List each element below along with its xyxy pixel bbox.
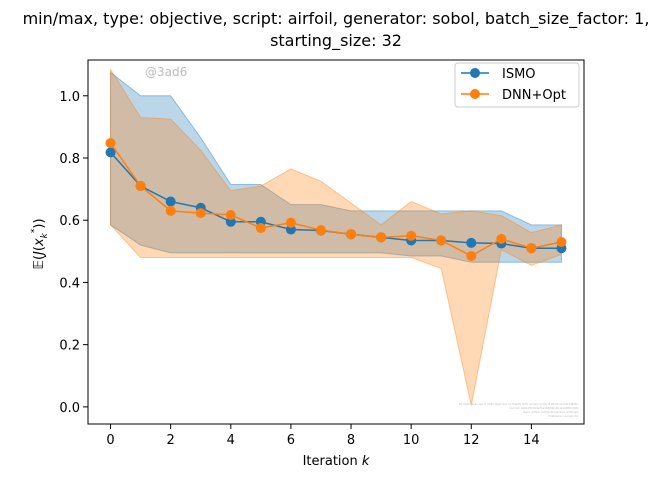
legend-label-ismo: ISMO xyxy=(502,67,536,82)
x-tick-label: 12 xyxy=(463,433,480,448)
data-point-dnn-opt xyxy=(406,230,417,241)
data-point-dnn-opt xyxy=(496,233,507,244)
x-tick-label: 2 xyxy=(167,433,175,448)
data-point-dnn-opt xyxy=(376,232,387,243)
axis-ticks: 0 2 4 6 8 10 12 14 0.0 0.2 0.4 0.6 0.8 1.0 xyxy=(59,90,539,448)
y-tick-label: 0.0 xyxy=(59,401,80,416)
data-point-dnn-opt xyxy=(526,243,537,254)
data-point-dnn-opt xyxy=(165,205,176,216)
data-point-dnn-opt xyxy=(556,237,567,247)
fineprint-line: Hostname: na-login-01 xyxy=(548,414,578,418)
data-point-ismo xyxy=(165,196,176,207)
fineprint: By Kjetil Olsen Lye © 2020 objective: by… xyxy=(459,402,578,418)
series-line-dnn-opt xyxy=(109,142,562,257)
x-tick-label: 14 xyxy=(523,433,540,448)
series-lines xyxy=(105,138,567,261)
x-tick-label: 8 xyxy=(347,433,355,448)
data-point-dnn-opt xyxy=(255,223,266,233)
data-point-dnn-opt xyxy=(225,209,236,220)
data-point-dnn-opt xyxy=(315,225,326,236)
data-point-dnn-opt xyxy=(346,229,357,240)
band-dnn-opt xyxy=(110,67,562,406)
x-tick-label: 4 xyxy=(227,433,235,448)
data-point-dnn-opt xyxy=(466,251,477,261)
legend-marker-ismo xyxy=(470,68,480,78)
uncertainty-bands xyxy=(110,67,562,406)
legend-label-dnn-opt: DNN+Opt xyxy=(502,88,566,103)
fineprint-line: Commit: 9a0e1f9c8c3e71a1b8d0b12b4e1e58b5… xyxy=(509,406,578,410)
x-tick-label: 10 xyxy=(403,433,420,448)
data-point-dnn-opt xyxy=(105,138,116,149)
legend: ISMO DNN+Opt xyxy=(454,62,580,108)
y-tick-label: 0.6 xyxy=(59,214,80,229)
fineprint-line: Repo: github.com/kjetil-lye/ismo_airfoil… xyxy=(523,410,578,414)
y-tick-label: 0.2 xyxy=(59,339,80,354)
chart-title-line-2: starting_size: 32 xyxy=(270,31,402,51)
legend-marker-dnn-opt xyxy=(470,89,480,99)
chart-title-line-1: min/max, type: objective, script: airfoi… xyxy=(23,9,650,29)
plot-area-frame xyxy=(87,59,585,425)
y-tick-label: 0.8 xyxy=(59,152,80,167)
data-point-ismo xyxy=(466,237,477,248)
data-point-ismo xyxy=(105,147,116,158)
fineprint-line: By Kjetil Olsen Lye © 2020 objective: by… xyxy=(459,402,578,406)
data-point-ismo xyxy=(285,224,296,235)
data-point-dnn-opt xyxy=(195,208,206,219)
y-axis-label: 𝔼(J(xk*)) xyxy=(30,218,50,269)
x-tick-label: 0 xyxy=(106,433,114,448)
data-point-ismo xyxy=(225,216,236,227)
legend-box xyxy=(454,62,580,108)
x-tick-label: 6 xyxy=(287,433,295,448)
y-tick-label: 1.0 xyxy=(59,90,80,105)
data-point-dnn-opt xyxy=(135,181,146,191)
watermark: @3ad6 xyxy=(145,65,187,79)
y-tick-label: 0.4 xyxy=(59,276,80,291)
x-axis-label: Iteration k xyxy=(303,454,370,469)
data-point-dnn-opt xyxy=(436,235,447,246)
data-point-dnn-opt xyxy=(285,217,296,228)
